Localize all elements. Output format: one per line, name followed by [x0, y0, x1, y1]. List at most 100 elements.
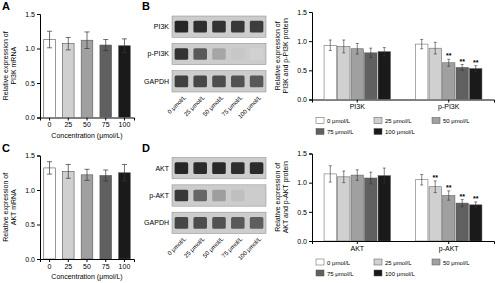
error-bar [461, 200, 464, 207]
bar [81, 175, 93, 259]
y-tick-mark [37, 14, 40, 15]
panel-title: A [2, 0, 10, 12]
legend-swatch [432, 259, 440, 265]
x-axis-label: Concentration (μmol/L) [51, 132, 122, 140]
legend-label: 75 μmol/L [327, 271, 354, 277]
blot-panel: DAKTp-AKTGAPDH0 μmol/L25 μmol/L50 μmol/L… [142, 142, 266, 262]
y-tick-mark [37, 190, 40, 191]
bar [365, 178, 377, 241]
x-tick-label: 0 [48, 121, 52, 128]
y-tick-mark [37, 49, 40, 50]
blot-band [231, 48, 245, 60]
x-tick: 25 [64, 118, 72, 129]
y-axis: 0.00.51.01.5 [297, 150, 312, 245]
blot-row-background [172, 212, 266, 233]
x-tick: p-PI3K [438, 100, 460, 112]
plot-area [44, 162, 131, 259]
significance-marker: ** [473, 195, 479, 202]
y-axis-line [37, 15, 41, 119]
legend-item: 75 μmol/L [316, 129, 354, 136]
legend-label: 0 μmol/L [327, 118, 351, 124]
blot-band [250, 75, 264, 87]
y-tick-mark [309, 12, 312, 13]
y-tick: 1.0 [297, 38, 312, 45]
y-tick: 1.5 [297, 150, 312, 157]
y-tick-label: 0.0 [297, 96, 307, 103]
legend-label: 75 μmol/L [327, 129, 354, 135]
x-tick: AKT [350, 241, 364, 252]
error-bar [66, 164, 71, 178]
figure: ARelative expression ofPI3K mRNA0.00.51.… [0, 0, 500, 283]
y-tick: 0.5 [25, 221, 40, 228]
legend-label: 100 μmol/L [385, 271, 415, 277]
x-tick-mark [68, 118, 69, 121]
x-tick-mark [357, 241, 358, 244]
x-tick-label: p-AKT [439, 245, 460, 253]
bar [62, 171, 74, 259]
blot-band [231, 21, 245, 33]
y-tick-mark [309, 241, 312, 242]
legend-swatch [374, 118, 382, 124]
y-axis: 0.00.51.01.5 [297, 9, 312, 104]
blot-band [193, 75, 207, 87]
bar [338, 177, 350, 241]
bar [100, 45, 112, 117]
bar [81, 40, 93, 117]
bar [416, 180, 428, 241]
x-axis: AKT p-AKT [313, 241, 495, 253]
bar [429, 48, 441, 99]
legend-swatch [316, 118, 324, 124]
y-axis-line [309, 154, 313, 242]
error-bar [122, 164, 127, 181]
y-tick-mark [37, 225, 40, 226]
bar [44, 168, 56, 259]
bar [456, 203, 468, 241]
legend-label: 100 μmol/L [385, 129, 415, 135]
legend-item: 0 μmol/L [316, 118, 351, 125]
bar [378, 52, 390, 100]
x-tick-label: 75 [102, 121, 110, 128]
legend-swatch [432, 118, 440, 124]
bar [338, 46, 350, 99]
blot-band [212, 48, 226, 60]
legend-swatch [374, 270, 382, 276]
legend-label: 0 μmol/L [327, 260, 351, 266]
blot-row-label: AKT [155, 165, 169, 172]
y-tick-mark [309, 100, 312, 101]
x-tick-label: p-PI3K [438, 103, 460, 111]
x-tick-mark [124, 118, 125, 121]
bar [62, 44, 74, 118]
y-tick-label: 1.0 [25, 45, 35, 52]
x-tick-mark [49, 118, 50, 121]
y-tick-label: 0.0 [25, 256, 35, 263]
blot-band [212, 75, 226, 87]
blot-band [175, 48, 189, 60]
bar [119, 46, 131, 118]
bar [416, 44, 428, 99]
y-tick-label: 1.0 [297, 179, 307, 186]
error-bar [66, 37, 71, 49]
x-tick-label: PI3K [350, 103, 366, 110]
x-axis-label: Concentration (μmol/L) [51, 273, 122, 281]
plot-area [324, 166, 482, 241]
y-tick-mark [37, 156, 40, 157]
bar [100, 176, 112, 259]
blot-band [193, 162, 207, 174]
significance-marker: ** [460, 58, 466, 65]
legend-item: 25 μmol/L [374, 259, 412, 266]
error-bar [434, 181, 437, 193]
error-bar [447, 59, 450, 66]
x-tick-label: 0 [48, 263, 52, 270]
blot-band [193, 48, 207, 60]
blot-band [212, 162, 226, 174]
x-tick: 100 [119, 259, 131, 270]
error-bar [342, 40, 345, 53]
x-tick: 0 [48, 259, 52, 270]
plot-area [324, 39, 482, 99]
blot-row-label: GAPDH [144, 78, 169, 85]
y-axis-label: Relative expression ofAKT mRNA [2, 173, 17, 242]
blot-band [250, 217, 264, 229]
x-tick-mark [357, 100, 358, 103]
y-axis: 0.00.51.01.5 [25, 152, 40, 262]
blot-row-background [172, 158, 266, 179]
